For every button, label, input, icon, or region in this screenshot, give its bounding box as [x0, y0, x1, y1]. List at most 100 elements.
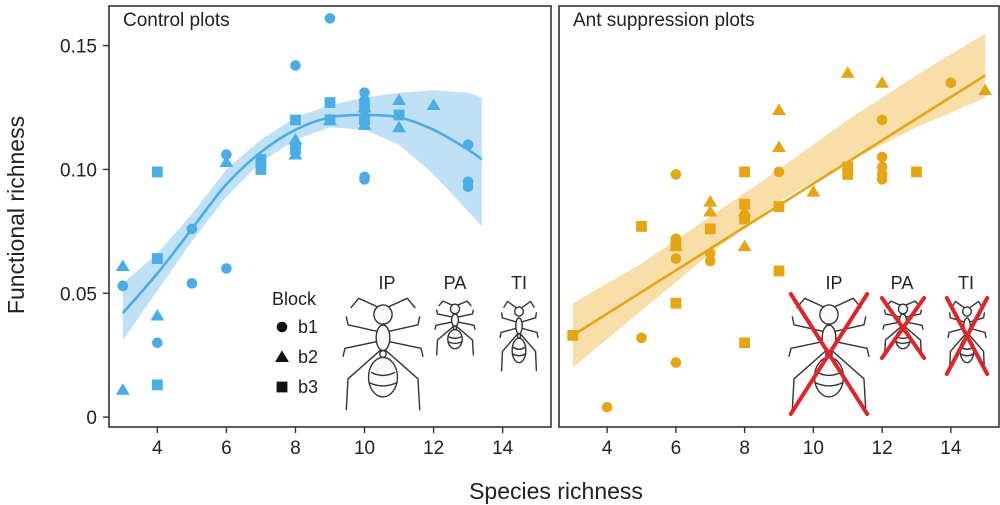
- data-point-b1: [670, 253, 682, 264]
- x-tick-label: 12: [872, 438, 893, 459]
- ant-gaster: [511, 337, 527, 364]
- ant-leg: [454, 324, 475, 356]
- data-point-b2: [219, 155, 234, 167]
- ant-gaster: [813, 356, 845, 398]
- data-point-b3: [567, 329, 579, 341]
- ant-head: [961, 306, 973, 317]
- panel-title: Control plots: [123, 10, 230, 31]
- data-point-b1: [117, 280, 129, 292]
- data-point-b1: [601, 401, 613, 413]
- removed-cross-icon: [944, 296, 990, 376]
- legend-marker-b1: [276, 321, 288, 333]
- data-point-b1: [876, 174, 888, 185]
- ant-leg: [948, 312, 968, 324]
- y-tick-label: 0.10: [60, 160, 97, 181]
- data-point-b1: [186, 223, 198, 235]
- data-point-b1: [876, 161, 888, 173]
- panel-control-plots: 4 6 8 10 12 14 0 0.05 0.10 0.15 Control plots IP PA T…: [60, 5, 552, 459]
- ant-icon-pa: [434, 300, 476, 356]
- legend-title: Block: [272, 289, 317, 309]
- data-point-b1: [359, 174, 370, 185]
- ant-head: [513, 306, 525, 317]
- data-point-b2: [772, 103, 786, 115]
- ant-gaster-stripes: [447, 336, 463, 345]
- data-point-b3: [670, 238, 682, 250]
- removed-cross-icon: [879, 296, 927, 360]
- data-point-b1: [186, 278, 198, 289]
- data-point-b1: [636, 332, 647, 344]
- ant-antenna: [951, 300, 966, 309]
- data-point-b3: [739, 213, 751, 225]
- ant-leg: [500, 312, 520, 324]
- ant-head: [897, 303, 909, 315]
- data-point-b3: [324, 97, 336, 108]
- y-tick-label: 0.15: [60, 37, 97, 58]
- ant-leg: [791, 347, 830, 411]
- ant-antenna: [386, 297, 416, 309]
- data-point-b3: [290, 114, 301, 126]
- data-point-b3: [393, 109, 405, 121]
- ant-antenna: [968, 300, 983, 309]
- plot-frame: [108, 5, 552, 428]
- ant-antenna: [520, 300, 535, 309]
- ant-label-ti: TI: [511, 273, 527, 293]
- ant-leg: [902, 324, 923, 356]
- ant-thorax: [450, 313, 460, 328]
- ant-head: [373, 304, 393, 325]
- x-tick-label: 10: [354, 438, 375, 459]
- ant-leg: [345, 347, 384, 411]
- ant-gaster: [367, 356, 399, 398]
- x-tick-label: 6: [671, 438, 682, 459]
- legend-label-b2: b2: [298, 347, 318, 367]
- ant-leg: [828, 316, 867, 334]
- ant-gaster-stripes: [512, 346, 526, 357]
- ant-leg: [499, 326, 520, 339]
- data-point-b1: [152, 337, 163, 349]
- ant-leg: [518, 331, 538, 372]
- ant-head: [449, 303, 461, 315]
- ant-leg: [345, 316, 384, 334]
- ant-leg: [882, 320, 904, 330]
- y-tick-label: 0.05: [60, 284, 97, 305]
- data-point-b2: [703, 204, 718, 217]
- ant-antenna: [456, 300, 472, 307]
- ant-thorax: [515, 317, 523, 335]
- ant-icon-ip: [342, 297, 424, 411]
- data-point-b3: [739, 198, 751, 210]
- ant-leg: [434, 320, 456, 330]
- ant-leg: [435, 309, 456, 319]
- data-point-b1: [670, 169, 682, 180]
- data-point-b2: [150, 308, 165, 321]
- data-point-b2: [875, 76, 890, 88]
- legend-marker-b3: [276, 381, 288, 393]
- ant-leg: [966, 326, 987, 339]
- x-tick-label: 4: [602, 438, 613, 459]
- data-point-b3: [255, 154, 267, 165]
- ant-leg: [828, 339, 870, 358]
- data-point-b3: [359, 114, 370, 126]
- x-tick-label: 4: [152, 438, 163, 459]
- data-point-b1: [876, 114, 888, 126]
- y-axis-title: Functional richness: [3, 116, 29, 314]
- ant-label-ip: IP: [378, 273, 395, 293]
- data-point-b3: [773, 265, 785, 277]
- data-point-b3: [773, 201, 785, 212]
- x-tick-label: 12: [423, 438, 444, 459]
- data-point-b3: [739, 166, 751, 178]
- data-point-b1: [462, 139, 474, 150]
- ant-leg: [454, 320, 476, 330]
- ant-thorax: [375, 324, 391, 352]
- data-point-b3: [911, 166, 922, 178]
- ant-leg: [788, 339, 830, 358]
- data-point-b2: [978, 83, 993, 96]
- ant-leg: [902, 320, 924, 330]
- data-point-b2: [115, 259, 130, 271]
- ant-leg: [500, 331, 520, 372]
- data-point-b3: [842, 161, 854, 173]
- data-point-b1: [773, 166, 785, 178]
- data-point-b2: [288, 133, 303, 145]
- ant-head: [819, 304, 839, 325]
- y-tick-label: 0: [86, 408, 97, 429]
- ant-leg: [966, 312, 986, 324]
- data-point-b1: [290, 60, 301, 71]
